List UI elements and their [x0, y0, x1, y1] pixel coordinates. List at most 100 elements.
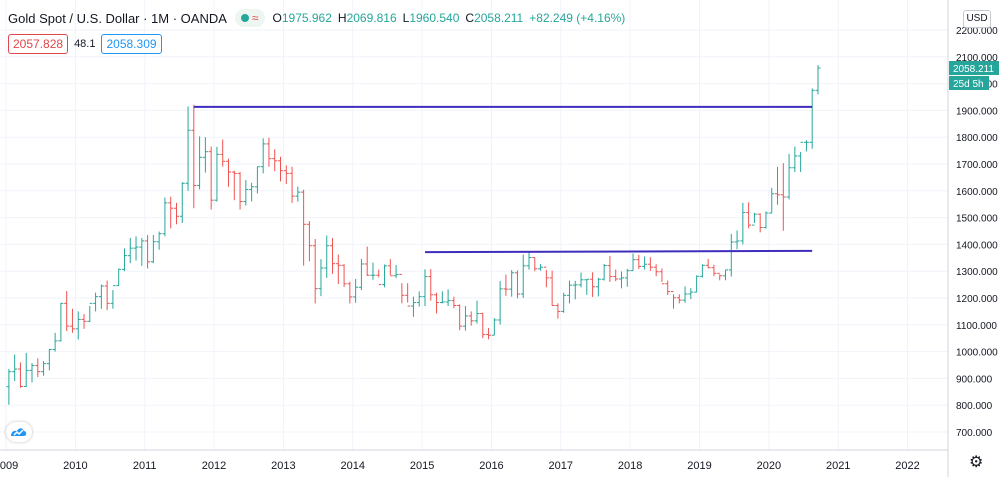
ohlc-bar — [543, 266, 549, 288]
ohlc-bar — [133, 236, 139, 261]
ohlc-bar — [642, 256, 648, 270]
ohlc-bar — [624, 268, 630, 287]
ohlc-bar — [295, 186, 301, 202]
ohlc-bar — [335, 254, 341, 285]
ohlc-bar — [670, 291, 676, 309]
y-tick-label: 1900.000 — [956, 106, 998, 117]
ohlc-bar — [254, 166, 260, 194]
low-value: 1960.540 — [409, 11, 460, 25]
ohlc-bar — [734, 230, 740, 250]
ohlc-bar — [566, 280, 572, 304]
ohlc-bar — [347, 281, 353, 304]
symbol-title[interactable]: Gold Spot / U.S. Dollar · 1M · OANDA — [8, 10, 227, 26]
ohlc-bar — [763, 211, 769, 229]
ohlc-bar — [312, 239, 318, 304]
ohlc-bar — [75, 311, 81, 340]
trade-buttons: 2057.828 48.1 2058.309 — [8, 34, 162, 54]
ohlc-bar — [93, 292, 99, 312]
ohlc-bar — [775, 166, 781, 205]
ohlc-bar — [769, 187, 775, 214]
ohlc-bar — [740, 202, 746, 245]
ohlc-bar — [214, 146, 220, 202]
ohlc-bar — [457, 304, 463, 331]
ohlc-bar — [35, 358, 41, 378]
ohlc-bar — [636, 254, 642, 270]
y-tick-label: 2100.000 — [956, 53, 998, 64]
ohlc-bar — [751, 212, 757, 226]
ohlc-bar — [410, 296, 416, 317]
ohlc-bar — [549, 270, 555, 307]
ohlc-bar — [278, 156, 284, 182]
ohlc-bar — [58, 302, 64, 342]
open-value: 1975.962 — [281, 11, 332, 25]
ohlc-bar — [330, 237, 336, 274]
x-tick-label: 2012 — [202, 460, 226, 472]
ohlc-bar — [41, 360, 47, 376]
ohlc-bar — [104, 280, 110, 311]
ohlc-bar — [173, 202, 179, 225]
ohlc-bar — [370, 262, 376, 280]
time-axis[interactable]: 2009 2010 2011 2012 2013 2014 2015 2016 2017 2018… — [0, 449, 948, 472]
ohlc-bar — [803, 140, 809, 152]
ohlc-bar — [532, 257, 538, 272]
green-dot-icon — [240, 14, 249, 22]
ohlc-bar — [705, 258, 711, 269]
ohlc-bar — [237, 172, 243, 210]
x-tick-label: 2020 — [757, 460, 781, 472]
ohlc-bar — [121, 248, 127, 272]
y-tick-label: 1200.000 — [956, 294, 998, 305]
ohlc-bar — [353, 278, 359, 303]
ohlc-bar — [746, 202, 752, 229]
ohlc-bars — [6, 65, 821, 405]
y-tick-label: 1000.000 — [956, 348, 998, 359]
y-tick-label: 1600.000 — [956, 187, 998, 198]
ohlc-bar — [145, 235, 151, 269]
gear-icon[interactable]: ⚙ — [969, 454, 984, 471]
x-tick-label: 2019 — [687, 460, 711, 472]
last-price-label-bg — [949, 60, 999, 75]
ohlc-bar — [283, 165, 289, 185]
ohlc-bar — [341, 264, 347, 288]
ohlc-bar — [416, 291, 422, 307]
ohlc-bar — [792, 146, 798, 173]
ohlc-bar — [607, 255, 613, 282]
x-tick-label: 2018 — [618, 460, 642, 472]
ohlc-bar — [231, 170, 237, 201]
currency-button[interactable]: USD — [963, 10, 991, 28]
x-tick-label: 2016 — [479, 460, 503, 472]
ohlc-bar — [526, 251, 532, 270]
last-price-labels: 2058.211 25d 5h — [949, 60, 999, 90]
sell-price-button[interactable]: 2057.828 — [8, 34, 69, 54]
ohlc-bar — [272, 149, 278, 172]
trend-line[interactable] — [424, 249, 813, 254]
ohlc-bar — [301, 189, 307, 266]
ohlc-bar — [486, 328, 492, 340]
ohlc-bar — [358, 258, 364, 290]
wave-icon: ≈ — [251, 11, 259, 25]
x-tick-label: 2021 — [826, 460, 850, 472]
buy-price-button[interactable]: 2058.309 — [101, 34, 162, 54]
ohlc-bar — [306, 221, 312, 262]
market-status-badge[interactable]: ≈ — [234, 9, 265, 27]
ohlc-bar — [139, 237, 145, 266]
ohlc-bar — [445, 289, 451, 307]
y-tick-label: 1700.000 — [956, 160, 998, 171]
change-value: +82.249 (+4.16%) — [529, 11, 626, 25]
ohlc-bar — [665, 280, 671, 296]
ohlc-bar — [694, 275, 700, 293]
ohlc-bar — [156, 231, 162, 250]
ohlc-bar — [468, 311, 474, 326]
ohlc-bar — [64, 291, 70, 331]
ohlc-bar — [98, 284, 104, 309]
ohlc-bar — [439, 291, 445, 304]
ohlc-bar — [757, 213, 763, 233]
ohlc-bar — [428, 269, 434, 301]
x-tick-label: 2014 — [341, 460, 365, 472]
trendlines[interactable] — [193, 105, 813, 254]
ohlc-bar — [185, 106, 191, 191]
tradingview-logo-icon[interactable] — [6, 422, 32, 442]
last-price-label: 2058.211 — [953, 64, 994, 75]
ohlc-bar — [688, 288, 694, 300]
countdown-label-bg — [949, 75, 989, 90]
